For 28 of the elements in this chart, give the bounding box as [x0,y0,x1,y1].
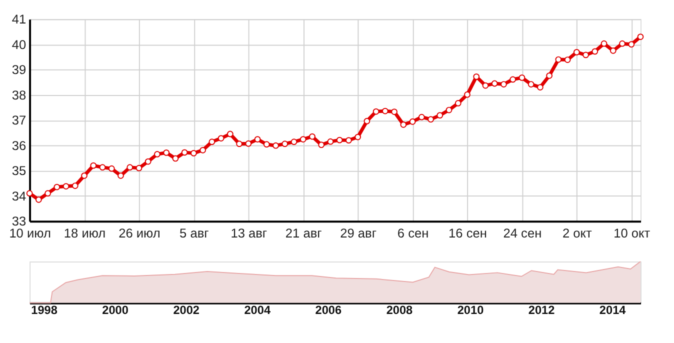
y-tick-label: 36 [12,138,26,153]
x-tick-label: 13 авг [230,225,268,240]
x-tick-label: 21 авг [285,225,322,240]
x-tick-label: 6 сен [397,225,429,240]
y-tick-label: 34 [12,188,26,204]
y-tick-label: 35 [12,163,26,178]
x-tick-label: 29 авг [340,225,377,240]
x-tick-label: 10 окт [614,225,650,240]
x-tick-label: 1998 [31,303,58,318]
x-tick-label: 26 июл [118,225,160,240]
x-tick-label: 18 июл [64,225,106,240]
x-tick-label: 2 окт [562,225,592,240]
x-tick-label: 2002 [173,303,200,318]
x-tick-label: 2010 [457,303,484,318]
x-tick-label: 2004 [244,303,271,318]
x-tick-label: 2014 [599,303,626,318]
y-tick-label: 40 [12,36,26,52]
x-tick-label: 2008 [386,303,414,318]
y-tick-label: 39 [12,62,26,78]
x-tick-label: 5 авг [180,225,210,240]
x-tick-label: 16 сен [448,225,487,240]
x-tick-label: 2000 [102,303,129,318]
x-tick-label: 2006 [315,303,342,318]
y-tick-label: 41 [12,12,26,27]
y-tick-label: 37 [12,112,26,128]
x-tick-label: 2012 [528,303,556,318]
x-tick-label: 24 сен [503,225,542,240]
y-tick-label: 38 [12,87,26,102]
